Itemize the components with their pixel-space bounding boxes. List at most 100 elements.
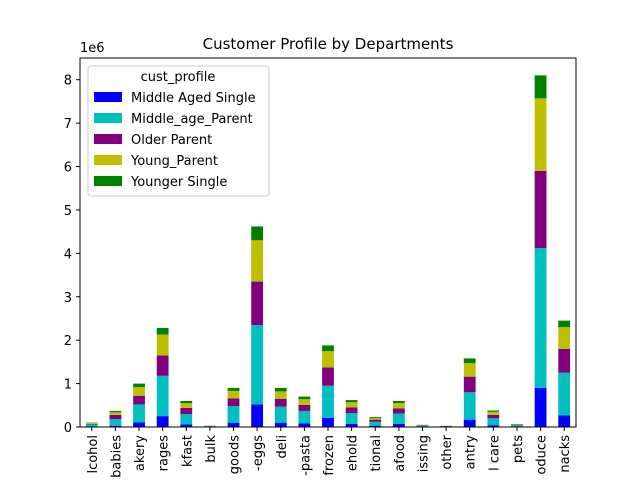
bar-segment [392, 413, 405, 424]
bar-segment [392, 400, 405, 404]
legend-label: Middle_age_Parent [131, 112, 253, 127]
bar-segment [133, 383, 145, 388]
y-tick-label: 0 [64, 421, 72, 436]
bar-segment [463, 358, 476, 364]
legend-box [87, 65, 270, 197]
bar-segment [274, 422, 287, 427]
legend-label: Younger Single [130, 175, 227, 190]
bar-segment [227, 406, 240, 423]
legend-title: cust_profile [141, 70, 216, 85]
bar-segment [298, 410, 311, 424]
y-tick-label: 6 [64, 161, 72, 176]
y-tick-label: 4 [64, 247, 72, 262]
bar-segment [558, 372, 571, 416]
bar-segment [109, 410, 122, 413]
bar-segment [227, 387, 240, 391]
x-tick-label: ehold [346, 435, 361, 471]
bar-segment [392, 403, 405, 409]
legend-label: Middle Aged Single [131, 91, 256, 106]
plot-frame [79, 57, 577, 428]
legend-label: Young_Parent [130, 154, 218, 169]
legend-swatch [94, 113, 122, 123]
bar-segment [487, 418, 500, 426]
bar-segment [558, 327, 571, 349]
bar-segment [416, 425, 429, 427]
bar-segment [274, 398, 287, 407]
bar-segment [487, 425, 500, 427]
chart-title: Customer Profile by Departments [203, 35, 454, 53]
bar-segment [274, 406, 287, 423]
bar-segment [369, 417, 382, 420]
bar-segment [109, 425, 122, 427]
bar-segment [298, 404, 311, 411]
y-tick-label: 1 [64, 378, 72, 393]
bar-segment [85, 424, 98, 427]
bar-segment [156, 355, 169, 376]
bar-segment [133, 404, 145, 423]
bar-segment [558, 348, 571, 373]
bar-segment [487, 411, 500, 415]
x-tick-label: nacks [558, 435, 573, 473]
y-tick-label: 2 [64, 334, 72, 349]
bar-segment [558, 415, 571, 427]
bar-segment [534, 170, 547, 249]
legend-swatch [94, 134, 122, 144]
bar-segment [558, 320, 571, 328]
bar-segment [392, 423, 405, 427]
bar-segment [463, 376, 476, 393]
bar-segment [534, 98, 547, 171]
bar-segment [227, 422, 240, 427]
bar-segment [156, 375, 169, 417]
legend: cust_profile Middle Aged Single Middle_age… [87, 65, 270, 197]
bar-segment [511, 425, 523, 427]
bar-segment [369, 421, 382, 426]
bar-segment [133, 422, 145, 427]
bar-segment [487, 410, 500, 412]
x-tick-label: issing [416, 435, 431, 472]
bar-segment [227, 398, 240, 407]
bar-segment [85, 423, 98, 424]
x-tick-label: -pasta [298, 435, 313, 476]
y-tick-label: 3 [64, 291, 72, 306]
bar-segment [392, 408, 405, 414]
bar-segment [109, 414, 122, 420]
x-tick-label: bulk [204, 435, 219, 463]
x-tick-label: l care [487, 435, 502, 471]
x-tick-label: oduce [535, 435, 550, 475]
bar-segment [227, 390, 240, 399]
x-tick-label: akery [133, 435, 148, 471]
x-tick-label: -eggs [251, 435, 266, 471]
x-tick-label: rages [157, 435, 172, 472]
bar-segment [180, 403, 193, 408]
bar-segment [180, 400, 193, 404]
bar-segment [322, 351, 334, 368]
x-tick-label: afood [393, 435, 408, 472]
bar-segment [133, 387, 145, 396]
bar-segment [133, 395, 145, 405]
legend-swatch [94, 176, 122, 186]
bar-segment [109, 412, 122, 415]
x-tick-label: lcohol [86, 435, 101, 474]
bar-segment [369, 425, 382, 427]
bar-segment [298, 399, 311, 405]
bar-segment [511, 424, 523, 426]
x-tick-label: other [440, 434, 455, 469]
legend-swatch [94, 155, 122, 165]
bar-segment [322, 385, 334, 418]
bar-segment [322, 367, 334, 386]
x-tick-label: tional [369, 435, 384, 471]
bar-segment [534, 387, 547, 427]
bar-segment [156, 334, 169, 356]
bar-segment [180, 413, 193, 425]
bar-segment [345, 402, 358, 408]
x-tick-label: babies [109, 435, 124, 478]
bar-segment [345, 407, 358, 414]
bar-segment [251, 404, 264, 427]
bar-segment [109, 419, 122, 426]
y-tick-label: 8 [64, 74, 72, 89]
x-tick-label: goods [228, 435, 243, 474]
bar-segment [298, 423, 311, 427]
y-offset-label: 1e6 [80, 41, 105, 56]
legend-label: Older Parent [131, 133, 212, 148]
bar-segment [251, 240, 264, 282]
